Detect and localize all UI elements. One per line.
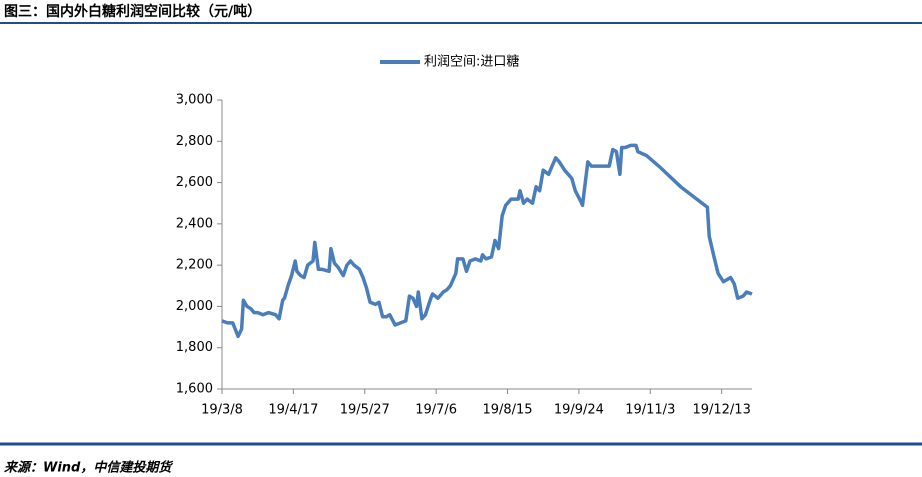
- data-line: [221, 143, 753, 339]
- y-tick-label: 2,800: [176, 134, 213, 149]
- x-tick-label: 19/4/17: [268, 403, 318, 418]
- y-tick-label: 1,600: [176, 382, 213, 397]
- x-tick-label: 19/7/6: [415, 403, 457, 418]
- x-tick-label: 19/8/15: [482, 403, 532, 418]
- y-tick-label: 2,400: [176, 216, 213, 231]
- y-tick-label: 3,000: [176, 93, 213, 108]
- source: 来源：Wind，中信建投期货: [4, 460, 173, 476]
- x-tick-label: 19/5/27: [340, 403, 390, 418]
- y-tick-label: 2,600: [176, 175, 213, 190]
- x-tick-label: 19/3/8: [201, 403, 243, 418]
- legend-label: 利润空间:进口糖: [424, 54, 519, 70]
- x-tick-label: 19/11/3: [625, 403, 675, 418]
- x-tick-label: 19/9/24: [554, 403, 604, 418]
- y-tick-label: 1,800: [176, 340, 213, 355]
- y-tick-label: 2,000: [176, 299, 213, 314]
- header-title: 图三：国内外白糖利润空间比较（元/吨）: [4, 3, 261, 20]
- x-tick-label: 19/12/13: [692, 403, 750, 418]
- y-tick-label: 2,200: [176, 258, 213, 273]
